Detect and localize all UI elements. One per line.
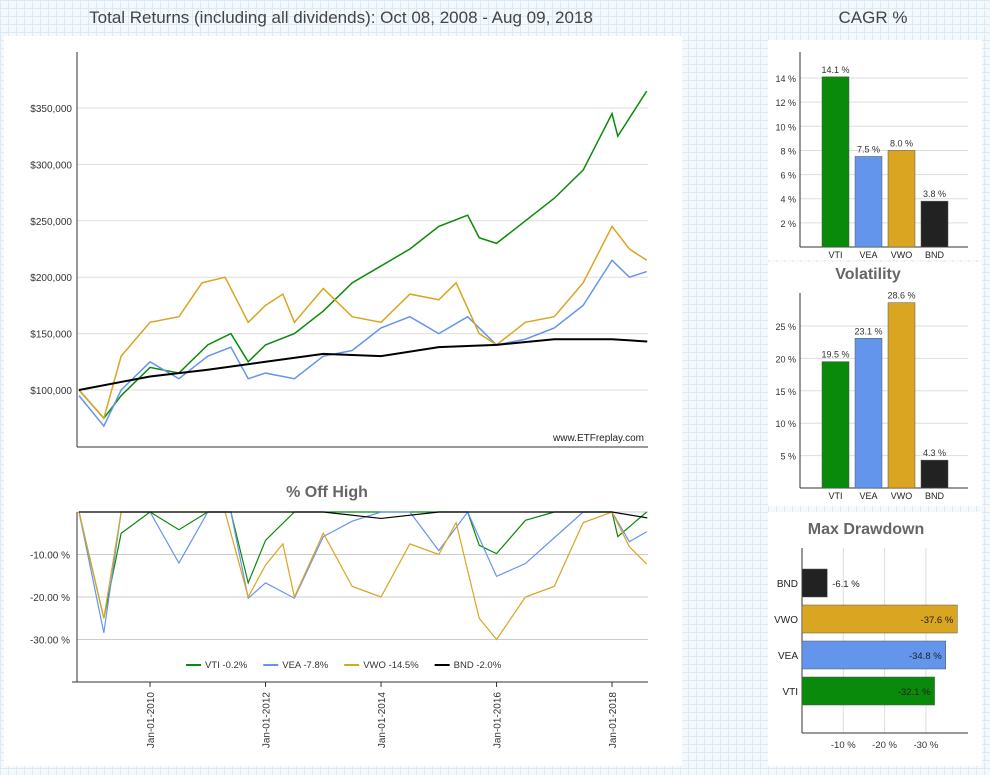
- bar-bnd: [920, 200, 949, 248]
- y-tick-label: VWO: [774, 615, 798, 626]
- drawdown-line-vti: [78, 511, 648, 619]
- x-tick-label: VWO: [891, 250, 913, 260]
- x-tick-label: Jan-01-2014: [377, 692, 388, 749]
- legend-label: VTI -0.2%: [205, 660, 248, 671]
- legend-label: BND -2.0%: [454, 660, 502, 671]
- y-tick-label: 20 %: [775, 354, 796, 364]
- bar-value-label: 4.3 %: [923, 448, 946, 458]
- x-tick-label: -20 %: [872, 740, 897, 751]
- bar-value-label: 23.1 %: [854, 326, 882, 336]
- x-tick-label: Jan-01-2016: [493, 692, 504, 749]
- max-drawdown-title: Max Drawdown: [808, 521, 924, 538]
- bar-value-label: -32.1 %: [898, 687, 931, 698]
- drawdown-line-bnd: [79, 511, 648, 520]
- x-tick-label: Jan-01-2010: [146, 692, 157, 749]
- bar-vea: [854, 338, 883, 489]
- y-tick-label: 2 %: [780, 219, 796, 229]
- x-tick-label: BND: [925, 491, 945, 501]
- legend-label: VWO -14.5%: [363, 660, 419, 671]
- bar-value-label: -34.8 %: [909, 651, 942, 662]
- y-tick-label: 6 %: [780, 171, 796, 181]
- volatility-title: Volatility: [835, 266, 901, 283]
- bar-vwo: [887, 302, 916, 489]
- y-tick-label: 14 %: [775, 74, 796, 84]
- y-tick-label: 10 %: [775, 419, 796, 429]
- bar-vwo: [801, 604, 958, 634]
- bar-value-label: -6.1 %: [832, 579, 860, 590]
- series-line-vea: [78, 259, 647, 428]
- y-tick-label: 4 %: [780, 195, 796, 205]
- y-tick-label: 10 %: [775, 122, 796, 132]
- y-tick-label: 25 %: [775, 322, 796, 332]
- bar-vti: [821, 76, 850, 248]
- y-tick-label: $250,000: [30, 217, 72, 228]
- side-title: CAGR %: [838, 8, 908, 27]
- bar-vea: [801, 640, 946, 670]
- bar-bnd: [920, 459, 949, 489]
- x-tick-label: BND: [925, 250, 945, 260]
- x-tick-label: VEA: [859, 491, 877, 501]
- bar-value-label: 14.1 %: [821, 65, 849, 75]
- y-tick-label: $300,000: [30, 160, 72, 171]
- main-title: Total Returns (including all dividends):…: [89, 8, 593, 27]
- drawdown-line-vea: [78, 510, 647, 633]
- x-tick-label: VTI: [828, 250, 842, 260]
- bar-value-label: 28.6 %: [887, 291, 915, 301]
- y-tick-label: 5 %: [780, 452, 796, 462]
- y-tick-label: $350,000: [30, 104, 72, 115]
- y-tick-label: $150,000: [30, 330, 72, 341]
- bar-value-label: 3.8 %: [923, 189, 946, 199]
- y-tick-label: -10.00 %: [30, 551, 70, 562]
- bar-vti: [821, 361, 850, 489]
- series-line-bnd: [78, 338, 648, 391]
- bar-value-label: 19.5 %: [821, 350, 849, 360]
- y-tick-label: -20.00 %: [30, 593, 70, 604]
- x-tick-label: -10 %: [831, 740, 856, 751]
- drawdown-chart-title: % Off High: [286, 484, 368, 501]
- y-tick-label: $200,000: [30, 273, 72, 284]
- x-tick-label: Jan-01-2012: [262, 692, 273, 749]
- y-tick-label: $100,000: [30, 386, 72, 397]
- series-line-vwo: [78, 225, 648, 420]
- x-tick-label: -30 %: [913, 740, 938, 751]
- series-line-vti: [78, 90, 648, 420]
- x-tick-label: VTI: [828, 491, 842, 501]
- y-tick-label: 8 %: [780, 146, 796, 156]
- drawdown-panel: [768, 512, 982, 766]
- y-tick-label: BND: [777, 579, 798, 590]
- bar-bnd: [801, 568, 828, 598]
- x-tick-label: VEA: [859, 250, 877, 260]
- x-tick-label: Jan-01-2018: [608, 692, 619, 749]
- x-tick-label: VWO: [891, 491, 913, 501]
- watermark: www.ETFreplay.com: [552, 433, 644, 444]
- bar-vea: [854, 156, 883, 248]
- bar-vwo: [887, 150, 916, 248]
- bar-value-label: 8.0 %: [890, 138, 913, 148]
- y-tick-label: VEA: [778, 651, 798, 662]
- legend-label: VEA -7.8%: [282, 660, 328, 671]
- y-tick-label: -30.00 %: [30, 636, 70, 647]
- bar-value-label: -37.6 %: [921, 615, 954, 626]
- y-tick-label: VTI: [782, 687, 798, 698]
- bar-vti: [801, 676, 935, 706]
- y-tick-label: 15 %: [775, 387, 796, 397]
- y-tick-label: 12 %: [775, 98, 796, 108]
- bar-value-label: 7.5 %: [857, 144, 880, 154]
